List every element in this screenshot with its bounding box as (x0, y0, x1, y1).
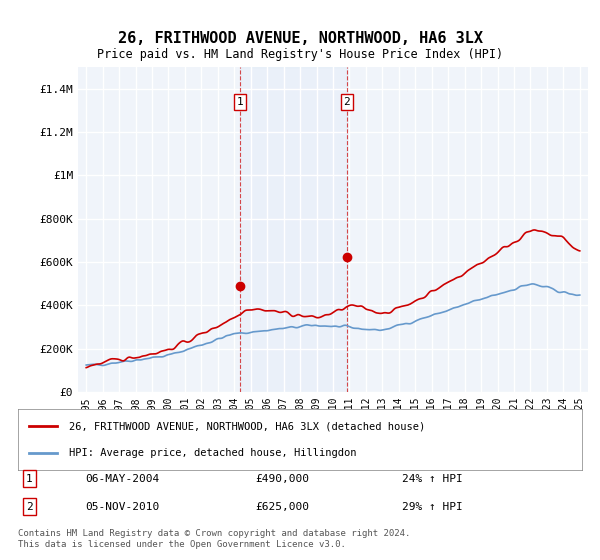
Text: 05-NOV-2010: 05-NOV-2010 (86, 502, 160, 512)
Text: 1: 1 (236, 97, 244, 107)
Text: 24% ↑ HPI: 24% ↑ HPI (401, 474, 462, 484)
Text: 06-MAY-2004: 06-MAY-2004 (86, 474, 160, 484)
Text: £490,000: £490,000 (255, 474, 309, 484)
Text: 1: 1 (26, 474, 32, 484)
Text: Price paid vs. HM Land Registry's House Price Index (HPI): Price paid vs. HM Land Registry's House … (97, 48, 503, 60)
Text: £625,000: £625,000 (255, 502, 309, 512)
Text: 29% ↑ HPI: 29% ↑ HPI (401, 502, 462, 512)
Text: HPI: Average price, detached house, Hillingdon: HPI: Average price, detached house, Hill… (69, 448, 356, 458)
Bar (240, 67, 347, 392)
Text: 2: 2 (26, 502, 32, 512)
Text: 26, FRITHWOOD AVENUE, NORTHWOOD, HA6 3LX: 26, FRITHWOOD AVENUE, NORTHWOOD, HA6 3LX (118, 31, 482, 46)
Text: Contains HM Land Registry data © Crown copyright and database right 2024.
This d: Contains HM Land Registry data © Crown c… (18, 529, 410, 549)
Text: 2: 2 (343, 97, 350, 107)
Text: 26, FRITHWOOD AVENUE, NORTHWOOD, HA6 3LX (detached house): 26, FRITHWOOD AVENUE, NORTHWOOD, HA6 3LX… (69, 421, 425, 431)
